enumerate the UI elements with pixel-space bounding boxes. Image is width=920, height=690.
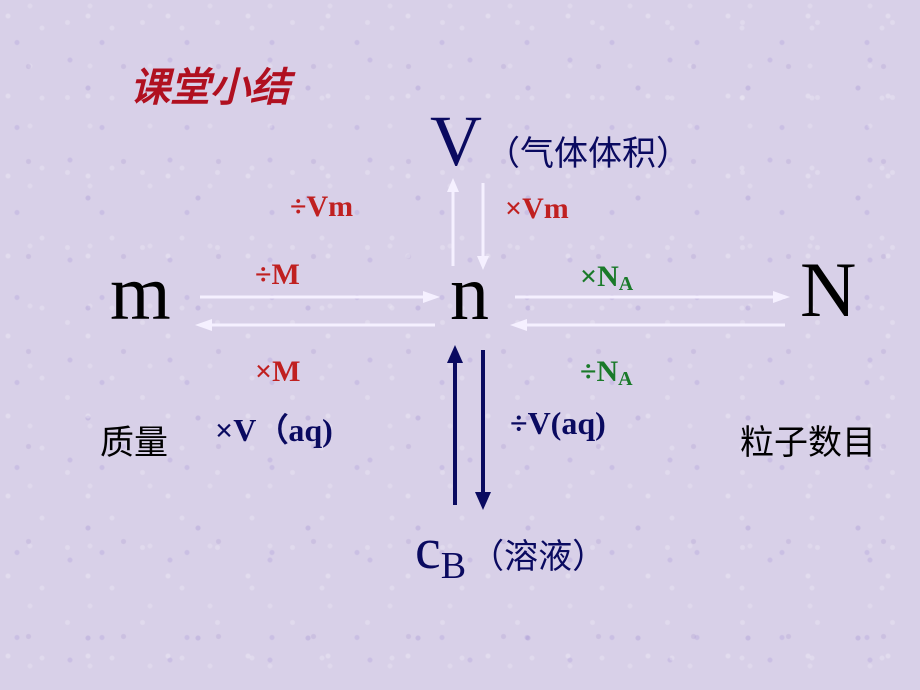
node-cB: cB （溶液） — [415, 515, 606, 588]
node-cB-label: （溶液） — [470, 539, 606, 576]
node-N-symbol: N — [800, 245, 856, 335]
edge-N-to-n-label: ÷NA — [580, 355, 633, 391]
edge-m-to-n-label: ÷M — [255, 258, 300, 292]
edge-n-to-m-label: ×M — [255, 355, 300, 389]
arrow-n-to-m — [195, 318, 440, 332]
arrow-m-to-n — [195, 290, 440, 304]
edge-n-to-N-label: ×NA — [580, 260, 633, 296]
node-cB-sub: B — [441, 545, 466, 587]
edge-n-to-cB-label: ÷V(aq) — [510, 405, 606, 442]
node-V-label: （气体体积） — [486, 136, 690, 173]
edge-V-to-n-label: ×Vm — [505, 192, 569, 226]
node-N-label: 粒子数目 — [740, 415, 876, 464]
edge-n-to-V-label: ÷Vm — [290, 190, 353, 224]
arrow-n-to-N — [510, 290, 790, 304]
arrow-N-to-n — [510, 318, 790, 332]
node-V-symbol: V — [430, 101, 482, 181]
arrow-cB-to-n — [445, 345, 465, 510]
node-V: V （气体体积） — [430, 100, 690, 183]
node-m-symbol: m — [110, 248, 171, 338]
slide-title: 课堂小结 — [130, 55, 290, 113]
arrow-n-to-V — [443, 178, 463, 273]
node-cB-symbol: c — [415, 516, 441, 581]
arrow-V-to-n — [473, 178, 493, 273]
arrow-n-to-cB — [473, 345, 493, 510]
node-m-label: 质量 — [100, 415, 168, 464]
edge-cB-to-n-label: ×V（aq) — [215, 405, 333, 451]
